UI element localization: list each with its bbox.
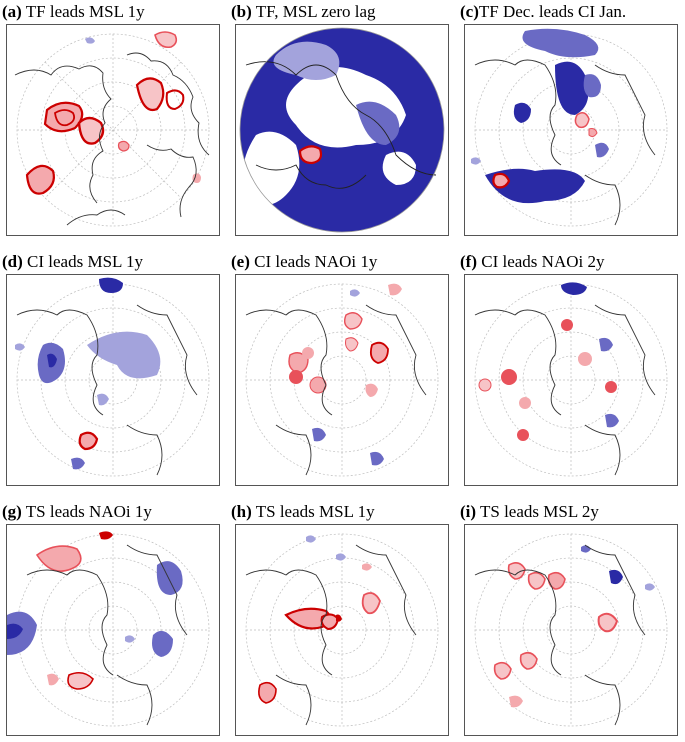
panel-c: (c)TF Dec. leads CI Jan. (460, 2, 678, 236)
coastlines (245, 304, 427, 476)
polar-map (464, 24, 678, 236)
panel-caption: TS leads MSL 2y (476, 502, 599, 521)
polar-map (6, 274, 220, 486)
polar-map (464, 524, 678, 736)
anomaly-contours (240, 28, 444, 232)
panel-e: (e) CI leads NAOi 1y (231, 252, 449, 486)
polar-map-graphic (14, 31, 210, 227)
anomaly-contours (471, 28, 609, 204)
anomaly-contours (25, 31, 201, 195)
polar-grid (16, 33, 210, 227)
panel-caption: TF, MSL zero lag (255, 2, 376, 21)
panel-d: (d) CI leads MSL 1y (2, 252, 220, 486)
panel-title: (h) TS leads MSL 1y (231, 502, 375, 522)
panel-label: (g) (2, 502, 22, 521)
panel-label: (c) (460, 2, 479, 21)
panel-caption: CI leads MSL 1y (22, 252, 144, 271)
polar-map (235, 24, 449, 236)
panel-title: (f) CI leads NAOi 2y (460, 252, 604, 272)
polar-map-graphic (471, 28, 668, 227)
anomaly-contours (288, 283, 402, 466)
panel-g: (g) TS leads NAOi 1y (2, 502, 220, 736)
anomaly-contours (478, 282, 619, 441)
panel-title: (c)TF Dec. leads CI Jan. (460, 2, 626, 22)
panel-h: (h) TS leads MSL 1y (231, 502, 449, 736)
polar-map-graphic (474, 282, 668, 477)
panel-label: (b) (231, 2, 252, 21)
polar-map-graphic (15, 277, 210, 477)
panel-caption: TS leads NAOi 1y (21, 502, 152, 521)
polar-map (6, 24, 220, 236)
coastlines (26, 544, 188, 726)
panel-caption: CI leads NAOi 2y (481, 252, 605, 271)
panel-title: (i) TS leads MSL 2y (460, 502, 599, 522)
polar-grid (474, 533, 668, 727)
coastlines (16, 304, 198, 476)
polar-map (6, 524, 220, 736)
polar-map-graphic (474, 533, 668, 727)
polar-grid (245, 283, 439, 477)
anomaly-contours (7, 531, 183, 690)
panel-label: (a) (2, 2, 22, 21)
coastlines (474, 304, 656, 476)
panel-label: (e) (231, 252, 250, 271)
panel-caption: TF Dec. leads CI Jan. (478, 2, 627, 21)
panel-title: (a) TF leads MSL 1y (2, 2, 145, 22)
panel-title: (e) CI leads NAOi 1y (231, 252, 377, 272)
polar-map-graphic (7, 531, 210, 727)
panel-f: (f) CI leads NAOi 2y (460, 252, 678, 486)
polar-map (464, 274, 678, 486)
panel-title: (g) TS leads NAOi 1y (2, 502, 152, 522)
panel-b: (b) TF, MSL zero lag (231, 2, 449, 236)
coastlines (474, 59, 656, 226)
panel-label: (i) (460, 502, 477, 521)
coastlines (474, 544, 646, 726)
panel-caption: TF leads MSL 1y (25, 2, 145, 21)
polar-map-graphic (245, 533, 439, 727)
polar-map-graphic (245, 283, 439, 477)
coastlines (245, 544, 417, 726)
panel-title: (d) CI leads MSL 1y (2, 252, 143, 272)
panel-label: (f) (460, 252, 477, 271)
polar-map (235, 524, 449, 736)
polar-grid (245, 533, 439, 727)
anomaly-contours (15, 277, 161, 470)
coastlines (245, 61, 437, 189)
panel-label: (h) (231, 502, 252, 521)
panel-label: (d) (2, 252, 23, 271)
polar-map-graphic (239, 27, 445, 233)
panel-title: (b) TF, MSL zero lag (231, 2, 376, 22)
panel-caption: CI leads NAOi 1y (249, 252, 378, 271)
anomaly-contours (258, 535, 381, 704)
panel-a: (a) TF leads MSL 1y (2, 2, 220, 236)
panel-caption: TS leads MSL 1y (255, 502, 375, 521)
anomaly-contours (493, 545, 655, 708)
coastlines (14, 52, 210, 226)
polar-map (235, 274, 449, 486)
panel-i: (i) TS leads MSL 2y (460, 502, 678, 736)
